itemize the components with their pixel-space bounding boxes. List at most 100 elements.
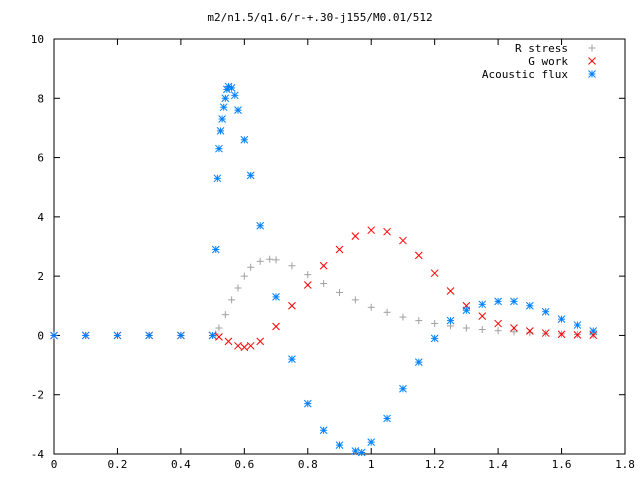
data-point: [234, 106, 242, 114]
x-tick-label: 1: [368, 458, 375, 471]
data-point: [208, 331, 217, 340]
data-point: [215, 324, 223, 332]
data-point: [399, 236, 407, 245]
y-tick-label: 8: [37, 92, 44, 105]
data-point: [230, 91, 239, 100]
data-point: [113, 331, 122, 340]
data-point: [303, 399, 312, 408]
legend-marker: [588, 70, 596, 78]
data-point: [367, 303, 375, 311]
data-point: [510, 328, 518, 336]
data-point: [399, 384, 407, 393]
data-point: [221, 94, 230, 103]
data-point: [221, 311, 229, 319]
data-point: [525, 301, 534, 310]
x-tick-label: 0.8: [298, 458, 318, 471]
x-tick-label: 0.6: [234, 458, 254, 471]
data-point: [431, 320, 439, 328]
y-tick-label: -4: [31, 448, 45, 461]
data-point: [415, 317, 423, 325]
data-point: [335, 441, 344, 449]
data-point: [213, 174, 222, 183]
data-point: [211, 245, 220, 254]
data-point: [272, 322, 280, 331]
data-point: [510, 297, 518, 306]
data-point: [510, 324, 518, 332]
data-point: [177, 331, 185, 340]
data-point: [351, 447, 360, 455]
data-point: [367, 438, 376, 446]
data-point: [272, 293, 280, 301]
data-point: [272, 256, 280, 264]
data-point: [462, 324, 470, 332]
x-tick-label: 1.2: [425, 458, 445, 471]
data-point: [320, 280, 328, 288]
plot-frame: [53, 38, 626, 455]
legend-label: G work: [528, 55, 568, 68]
x-tick-label: 1.8: [615, 458, 635, 471]
y-tick-label: 10: [31, 33, 44, 46]
data-point: [228, 296, 236, 304]
data-point: [557, 330, 566, 339]
data-point: [478, 312, 487, 321]
data-point: [478, 326, 486, 333]
data-point: [494, 319, 502, 328]
data-point: [219, 103, 228, 112]
y-tick-label: 4: [37, 211, 44, 224]
data-point: [462, 306, 471, 315]
data-point: [319, 261, 328, 270]
y-axis: -4 -2 0 2 4 6 8 10: [31, 33, 625, 461]
data-point: [81, 331, 90, 340]
data-point: [234, 341, 242, 350]
data-point: [399, 313, 407, 321]
data-point: [414, 358, 423, 366]
data-point: [557, 315, 566, 323]
data-point: [494, 327, 502, 335]
data-point: [288, 262, 296, 270]
data-point: [234, 284, 242, 292]
data-point: [288, 355, 296, 363]
series-layer: [50, 82, 598, 457]
data-point: [446, 316, 455, 325]
data-point: [446, 287, 455, 295]
data-point: [383, 414, 391, 423]
data-point: [303, 281, 312, 289]
y-tick-label: -2: [31, 389, 44, 402]
data-point: [240, 343, 249, 352]
data-point: [266, 255, 274, 263]
data-point: [414, 251, 423, 260]
data-point: [319, 426, 328, 435]
data-point: [351, 232, 360, 240]
data-point: [246, 341, 255, 350]
data-point: [288, 301, 296, 310]
data-point: [351, 296, 359, 304]
data-point: [50, 331, 58, 340]
data-point: [256, 221, 265, 230]
legend-marker: [588, 44, 596, 52]
data-point: [589, 327, 598, 335]
data-point: [383, 308, 391, 316]
y-tick-label: 2: [37, 270, 44, 283]
x-tick-label: 0: [51, 458, 58, 471]
legend-label: Acoustic flux: [482, 68, 568, 81]
data-point: [541, 329, 550, 337]
data-point: [478, 300, 487, 309]
data-point: [367, 226, 376, 235]
data-point: [216, 127, 225, 135]
x-tick-label: 1.6: [552, 458, 572, 471]
data-point: [383, 227, 391, 236]
data-point: [256, 257, 264, 265]
data-point: [145, 331, 154, 340]
data-point: [541, 307, 550, 316]
data-point: [573, 330, 582, 339]
data-point: [494, 297, 502, 306]
data-point: [573, 321, 582, 329]
data-point: [224, 337, 233, 346]
data-point: [240, 272, 248, 280]
chart-title: m2/n1.5/q1.6/r-+.30-j155/M0.01/512: [207, 11, 432, 24]
data-point: [336, 288, 343, 296]
data-point: [247, 263, 255, 271]
x-tick-label: 0.4: [171, 458, 191, 471]
